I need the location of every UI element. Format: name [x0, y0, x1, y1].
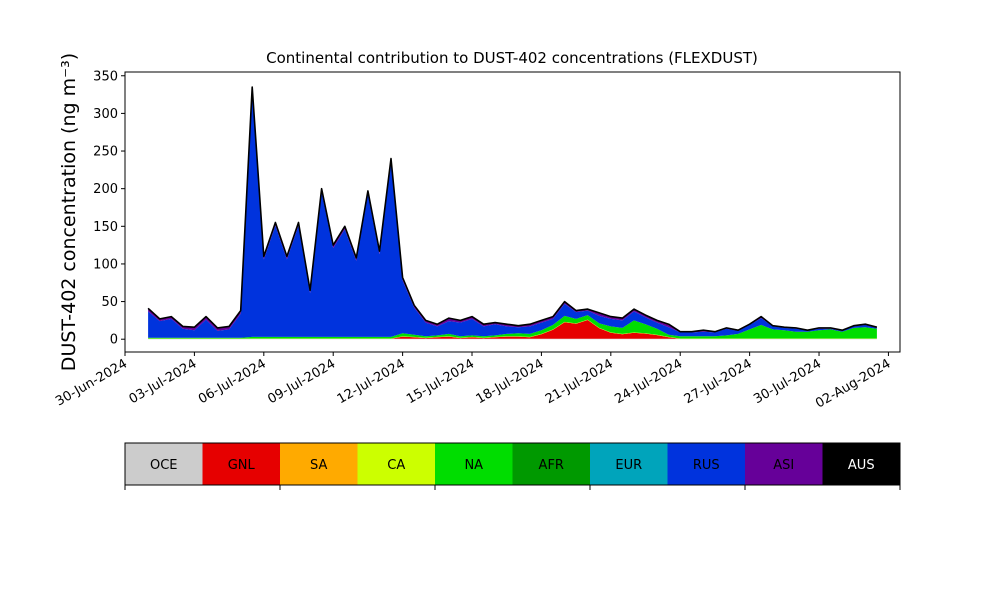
legend-swatch-rus — [667, 443, 746, 485]
legend-frame — [124, 442, 901, 486]
legend-swatch-gnl — [202, 443, 281, 485]
legend-label-asi: ASI — [773, 458, 794, 473]
y-tick-label: 150 — [93, 220, 118, 235]
chart-title: Continental contribution to DUST-402 con… — [266, 49, 758, 67]
y-tick-label: 0 — [110, 333, 118, 348]
y-tick-label: 200 — [93, 182, 118, 197]
y-axis: 0 50 100 150 200 250 300 350 — [93, 69, 125, 348]
y-tick-label: 350 — [93, 69, 118, 84]
legend-label-afr: AFR — [539, 458, 564, 473]
y-axis-label: DUST-402 concentration (ng m⁻³) — [58, 53, 80, 371]
y-tick-label: 100 — [93, 257, 118, 272]
legend-label-oce: OCE — [150, 458, 178, 473]
y-tick-label: 50 — [101, 295, 118, 310]
legend-colorbar: OCE GNL SA CA NA AFR EUR RUS ASI AUS — [124, 442, 901, 490]
stacked-areas — [148, 87, 877, 340]
plot-frame — [124, 71, 901, 353]
legend-swatch-eur — [590, 443, 668, 485]
legend-label-eur: EUR — [615, 458, 642, 473]
legend-swatch-aus — [822, 443, 901, 485]
legend-label-rus: RUS — [693, 458, 720, 473]
legend-swatch-afr — [512, 443, 591, 485]
legend-label-sa: SA — [310, 458, 327, 473]
legend-label-na: NA — [464, 458, 483, 473]
y-tick-label: 300 — [93, 107, 118, 122]
legend-swatch-asi — [745, 443, 823, 485]
area-series-rus — [148, 90, 877, 338]
legend-label-aus: AUS — [848, 458, 875, 473]
legend-label-ca: CA — [387, 458, 405, 473]
legend-swatch-na — [435, 443, 513, 485]
legend-swatch-oce — [125, 443, 203, 485]
area-series-na — [148, 315, 877, 339]
legend-swatch-ca — [357, 443, 436, 485]
legend-label-gnl: GNL — [228, 458, 256, 473]
total-line — [147, 86, 878, 333]
total-line-group — [147, 86, 878, 333]
legend-swatch-sa — [280, 443, 358, 485]
y-tick-label: 250 — [93, 145, 118, 160]
